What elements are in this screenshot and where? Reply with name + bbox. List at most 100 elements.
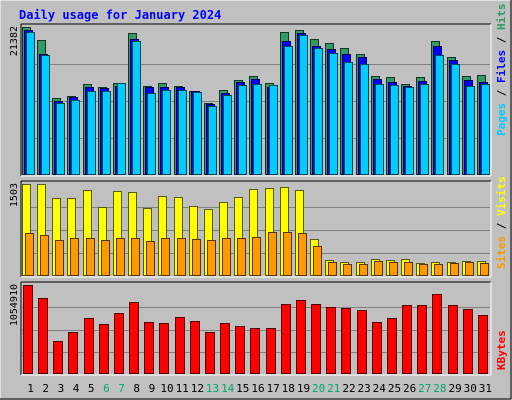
- pages-bar-day-14: [223, 95, 232, 175]
- panel-visits-sites: 1503 Sites / Visits: [9, 176, 508, 278]
- sites-bar-day-1: [25, 233, 34, 276]
- x-axis-day-labels: 1 2 3 4 5 6 7 8 9 10 11 12 13 14 15 16 17 18 19 20 21 22 23 24 2…: [27, 382, 492, 395]
- pages-bar-day-8: [132, 41, 141, 175]
- series-pages: [26, 32, 490, 175]
- pages-bar-day-24: [375, 84, 384, 175]
- pages-bar-day-12: [193, 92, 202, 175]
- sites-bar-day-29: [450, 263, 459, 276]
- kbytes-bar-day-19: [296, 300, 306, 374]
- pages-bar-day-16: [253, 84, 262, 175]
- x-tick-label-day-25: 25: [388, 382, 401, 395]
- sites-bar-day-22: [343, 264, 352, 276]
- kbytes-bar-day-27: [417, 305, 427, 374]
- kbytes-bar-day-11: [175, 317, 185, 374]
- pages-bar-day-20: [314, 48, 323, 175]
- x-tick-label-day-29: 29: [448, 382, 461, 395]
- x-tick-label-day-6: 6: [103, 382, 110, 395]
- x-tick-label-day-15: 15: [236, 382, 249, 395]
- sites-bar-day-25: [389, 262, 398, 276]
- series-sites: [25, 232, 489, 276]
- x-tick-label-day-2: 2: [42, 382, 49, 395]
- pages-bar-day-21: [329, 53, 338, 175]
- kbytes-bar-day-21: [326, 307, 336, 374]
- kbytes-bar-day-16: [250, 328, 260, 374]
- sites-bar-day-26: [404, 262, 413, 276]
- kbytes-bar-day-20: [311, 304, 321, 374]
- sites-bar-day-6: [101, 240, 110, 276]
- x-tick-label-day-3: 3: [58, 382, 65, 395]
- x-tick-label-day-18: 18: [282, 382, 295, 395]
- pages-bar-day-4: [71, 100, 80, 175]
- x-tick-label-day-21: 21: [327, 382, 340, 395]
- sites-bar-day-11: [177, 238, 186, 276]
- sites-bar-day-2: [40, 235, 49, 276]
- panel-hits-files-pages: 21382 Pages / Files / Hits: [9, 4, 508, 177]
- x-tick-label-day-4: 4: [73, 382, 80, 395]
- legend-separator: /: [495, 30, 508, 50]
- kbytes-bar-day-4: [68, 332, 78, 374]
- kbytes-bar-day-1: [23, 285, 33, 374]
- x-tick-label-day-26: 26: [403, 382, 416, 395]
- sites-bar-day-27: [419, 264, 428, 276]
- pages-bar-day-9: [147, 93, 156, 175]
- x-tick-label-day-1: 1: [27, 382, 34, 395]
- kbytes-bar-day-30: [463, 309, 473, 374]
- legend-entry-hits: Hits: [495, 4, 508, 31]
- pages-bar-day-18: [284, 46, 293, 175]
- x-tick-label-day-9: 9: [149, 382, 156, 395]
- sites-bar-day-28: [434, 264, 443, 276]
- sites-bar-day-20: [313, 246, 322, 276]
- kbytes-bar-day-2: [38, 298, 48, 374]
- x-tick-label-day-10: 10: [160, 382, 173, 395]
- pages-bar-day-15: [238, 85, 247, 175]
- pages-bar-day-29: [451, 64, 460, 175]
- sites-bar-day-5: [86, 238, 95, 276]
- x-tick-label-day-27: 27: [418, 382, 431, 395]
- x-tick-label-day-11: 11: [176, 382, 189, 395]
- kbytes-bar-day-29: [448, 305, 458, 374]
- sites-bar-day-24: [374, 261, 383, 276]
- pages-bar-day-13: [208, 106, 217, 175]
- sites-bar-day-4: [70, 238, 79, 276]
- sites-bar-day-12: [192, 239, 201, 276]
- kbytes-bar-day-6: [99, 324, 109, 374]
- pages-bar-day-11: [178, 90, 187, 175]
- chart-panels: 21382 Pages / Files / Hits 1503 Sites / Vis…: [9, 4, 508, 376]
- pages-bar-day-17: [269, 85, 278, 175]
- legend-entry-files: Files: [495, 50, 508, 83]
- sites-bar-day-14: [222, 238, 231, 276]
- x-tick-label-day-14: 14: [221, 382, 235, 395]
- kbytes-bar-day-8: [129, 302, 139, 374]
- x-tick-label-day-17: 17: [267, 382, 280, 395]
- kbytes-bar-day-26: [402, 305, 412, 374]
- kbytes-bar-day-15: [235, 326, 245, 374]
- legend-separator: /: [495, 216, 508, 236]
- x-tick-label-day-31: 31: [479, 382, 492, 395]
- panel-legend: Pages / Files / Hits: [495, 4, 508, 137]
- pages-bar-day-1: [26, 32, 35, 175]
- panel-kbytes: 1054910 KBytes: [9, 281, 508, 376]
- sites-bar-day-10: [161, 238, 170, 276]
- x-tick-label-day-22: 22: [342, 382, 355, 395]
- kbytes-bar-day-28: [432, 294, 442, 374]
- x-tick-label-day-19: 19: [297, 382, 310, 395]
- pages-bar-day-31: [481, 84, 490, 175]
- x-tick-label-day-24: 24: [373, 382, 387, 395]
- pages-bar-day-27: [420, 84, 429, 175]
- sites-bar-day-3: [55, 240, 64, 276]
- kbytes-bar-day-14: [220, 323, 230, 374]
- sites-bar-day-31: [480, 263, 489, 276]
- kbytes-bar-day-23: [357, 310, 367, 374]
- x-tick-label-day-8: 8: [133, 382, 140, 395]
- pages-bar-day-6: [102, 91, 111, 175]
- sites-bar-day-16: [252, 237, 261, 276]
- x-tick-label-day-13: 13: [206, 382, 219, 395]
- kbytes-bar-day-9: [144, 322, 154, 374]
- kbytes-bar-day-25: [387, 318, 397, 374]
- x-tick-label-day-20: 20: [312, 382, 325, 395]
- sites-bar-day-19: [298, 233, 307, 276]
- kbytes-bar-day-12: [190, 321, 200, 374]
- kbytes-bar-day-31: [478, 315, 488, 374]
- panel-max-label: 21382: [9, 26, 20, 56]
